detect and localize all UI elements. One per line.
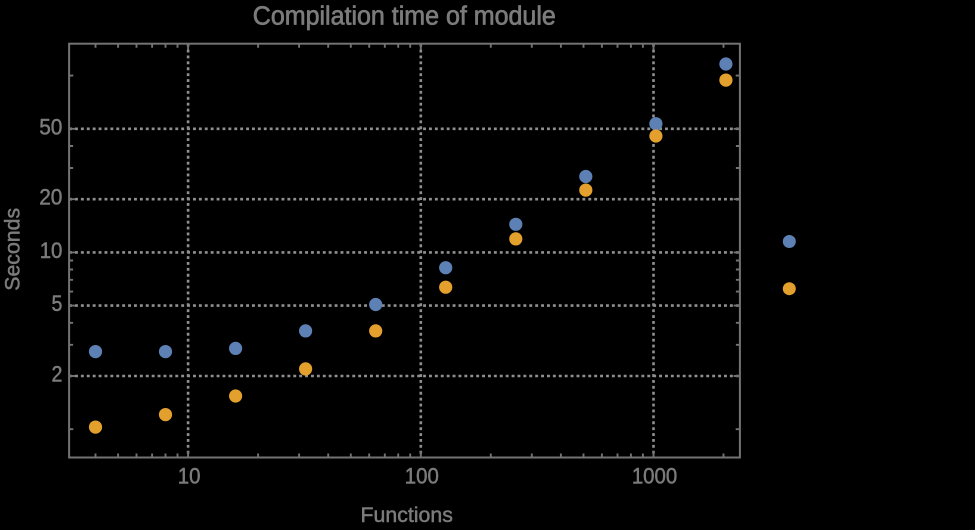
svg-text:2: 2: [52, 362, 63, 387]
svg-text:Compilation time of module: Compilation time of module: [253, 2, 556, 30]
svg-text:20: 20: [39, 185, 62, 210]
svg-text:10: 10: [40, 238, 63, 263]
svg-text:50: 50: [39, 114, 62, 139]
svg-text:Functions: Functions: [361, 503, 453, 525]
svg-text:1000: 1000: [632, 464, 677, 489]
svg-text:Seconds: Seconds: [1, 208, 25, 291]
svg-text:10: 10: [178, 464, 201, 489]
svg-text:5: 5: [52, 291, 63, 316]
svg-text:100: 100: [405, 464, 439, 489]
